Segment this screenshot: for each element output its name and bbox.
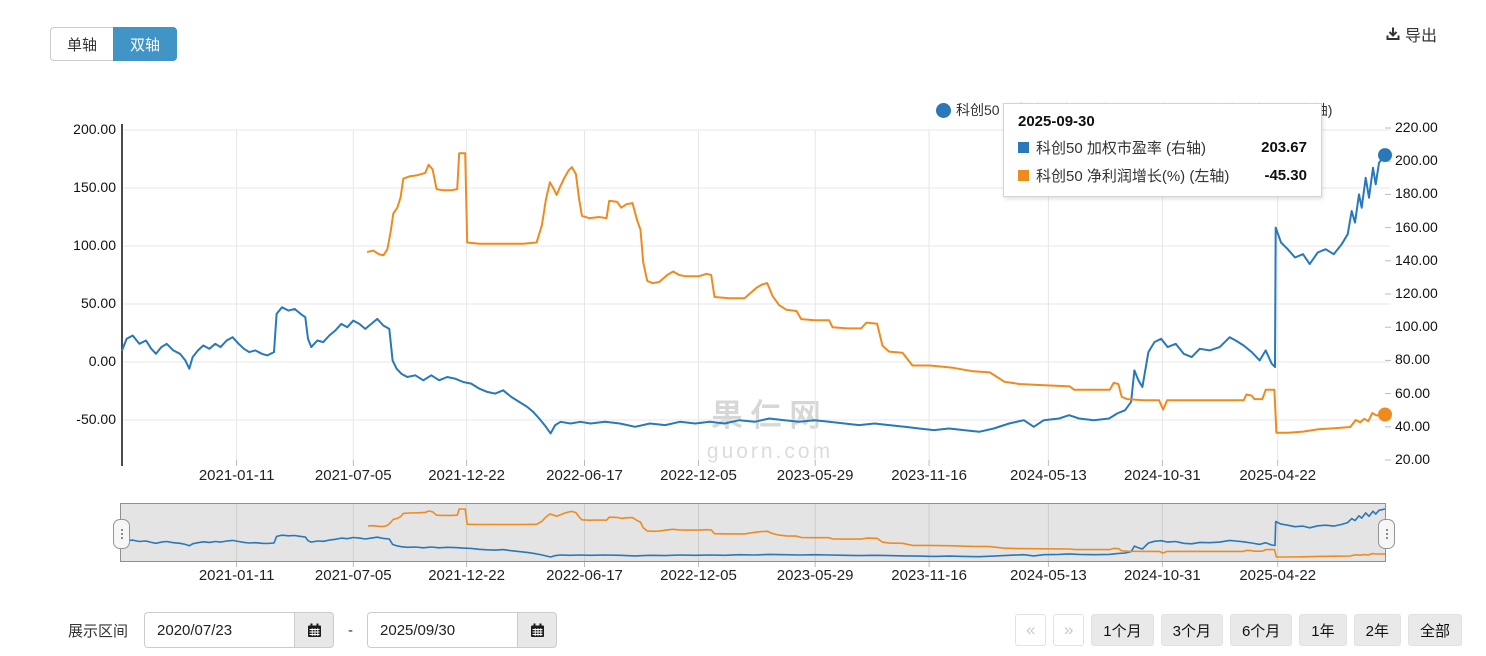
watermark-subtitle: guorn.com — [706, 440, 834, 463]
start-date-input[interactable] — [144, 612, 295, 648]
export-label: 导出 — [1404, 28, 1437, 45]
download-icon — [1386, 27, 1400, 40]
x-axis-tick-label: 2022-12-05 — [660, 467, 737, 484]
export-button[interactable]: 导出 — [1385, 22, 1437, 46]
end-date-calendar-button[interactable] — [517, 612, 558, 648]
x-axis-tick-label: 2025-04-22 — [1239, 567, 1317, 584]
right-axis-tick-label: 60.00 — [1395, 384, 1431, 401]
calendar-icon — [530, 623, 544, 637]
tooltip-series-value: 203.67 — [1261, 139, 1307, 156]
x-axis-tick-label: 2021-01-11 — [198, 467, 275, 484]
right-axis-tick-label: 40.00 — [1395, 417, 1431, 434]
left-axis-tick-label: 150.00 — [73, 179, 116, 195]
tooltip-series-marker-icon — [1018, 170, 1029, 181]
pan-right-button[interactable]: » — [1053, 614, 1085, 646]
navigator-left-handle[interactable] — [113, 519, 130, 549]
right-axis-tick-label: 120.00 — [1395, 285, 1438, 301]
right-axis-tick-label: 160.00 — [1395, 218, 1438, 235]
range-button-全部[interactable]: 全部 — [1407, 614, 1462, 646]
calendar-icon — [307, 623, 321, 637]
single-axis-button[interactable]: 单轴 — [50, 27, 114, 61]
right-axis-tick-label: 100.00 — [1395, 318, 1438, 335]
left-axis-tick-label: 200.00 — [73, 121, 116, 137]
axis-mode-toggle: 单轴 双轴 — [50, 27, 178, 61]
right-axis-tick-label: 200.00 — [1395, 152, 1438, 169]
range-button-1年[interactable]: 1年 — [1299, 614, 1347, 646]
x-axis-tick-label: 2024-05-13 — [1010, 467, 1087, 484]
tooltip-row: 科创50 加权市盈率 (右轴) 203.67 — [1018, 137, 1307, 158]
left-axis-tick-label: -50.00 — [76, 411, 116, 427]
tooltip-series-label: 科创50 加权市盈率 (右轴) — [1036, 140, 1207, 157]
start-date-group — [144, 612, 335, 648]
right-axis-tick-label: 180.00 — [1395, 185, 1438, 202]
watermark-title: 果仁网 — [711, 398, 829, 433]
x-axis-tick-label: 2022-06-17 — [546, 467, 623, 484]
x-axis-tick-label: 2023-05-29 — [776, 467, 854, 484]
quick-range-panel: « » 1个月 3个月 6个月 1年 2年 全部 — [1015, 614, 1462, 646]
tooltip-date: 2025-09-30 — [1018, 113, 1095, 130]
right-axis-tick-label: 80.00 — [1395, 351, 1431, 368]
x-axis-tick-label: 2021-07-05 — [314, 467, 392, 484]
x-axis-tick-label: 2024-10-31 — [1124, 467, 1201, 484]
bottom-toolbar: 展示区间 - — [0, 612, 1486, 652]
navigator-right-handle[interactable] — [1378, 519, 1395, 549]
start-date-calendar-button[interactable] — [294, 612, 335, 648]
range-button-2年[interactable]: 2年 — [1353, 614, 1401, 646]
display-range-panel: 展示区间 - — [68, 612, 558, 648]
tooltip-rows: 科创50 加权市盈率 (右轴) 203.67 科创50 净利润增长(%) (左轴) -… — [1018, 137, 1307, 186]
range-button-3个月[interactable]: 3个月 — [1160, 614, 1223, 646]
end-date-group — [367, 612, 558, 648]
x-axis-tick-label: 2024-10-31 — [1124, 567, 1201, 584]
left-axis-tick-label: 100.00 — [73, 237, 116, 253]
x-axis-tick-label: 2023-11-16 — [891, 467, 967, 484]
x-axis-tick-label: 2021-07-05 — [314, 567, 392, 584]
x-axis-tick-label: 2021-01-11 — [198, 567, 275, 584]
left-axis-tick-label: 0.00 — [88, 353, 116, 369]
range-button-1个月[interactable]: 1个月 — [1091, 614, 1154, 646]
left-axis-tick-label: 50.00 — [80, 295, 116, 311]
range-button-6个月[interactable]: 6个月 — [1229, 614, 1293, 646]
tooltip-row: 科创50 净利润增长(%) (左轴) -45.30 — [1018, 165, 1307, 186]
x-axis-tick-label: 2022-12-05 — [660, 567, 737, 584]
range-buttons: 1个月 3个月 6个月 1年 2年 全部 — [1091, 614, 1462, 646]
tooltip-series-marker-icon — [1018, 142, 1029, 153]
end-date-input[interactable] — [367, 612, 518, 648]
x-axis-tick-label: 2024-05-13 — [1010, 567, 1087, 584]
date-range-separator: - — [348, 621, 354, 639]
right-axis-tick-label: 220.00 — [1395, 119, 1438, 135]
right-axis-tick-label: 140.00 — [1395, 251, 1438, 268]
x-axis-tick-label: 2021-12-22 — [428, 467, 505, 484]
x-axis-tick-label: 2025-04-22 — [1239, 467, 1317, 484]
legend-marker-icon — [936, 102, 951, 118]
x-axis-tick-label: 2023-11-16 — [891, 567, 967, 584]
watermark: 果仁网 guorn.com — [640, 390, 900, 464]
tooltip-series-value: -45.30 — [1264, 167, 1307, 184]
chart-tooltip: 2025-09-30 科创50 加权市盈率 (右轴) 203.67 科创50 净利润… — [1003, 103, 1322, 197]
x-axis-tick-label: 2021-12-22 — [428, 567, 505, 584]
right-axis-tick-label: 20.00 — [1395, 451, 1431, 467]
dual-axis-button[interactable]: 双轴 — [113, 27, 178, 61]
tooltip-series-label: 科创50 净利润增长(%) (左轴) — [1036, 168, 1230, 185]
display-range-label: 展示区间 — [68, 622, 129, 640]
x-axis-tick-label: 2022-06-17 — [546, 567, 623, 584]
x-axis-tick-label: 2023-05-29 — [776, 567, 854, 584]
pan-left-button[interactable]: « — [1015, 614, 1047, 646]
